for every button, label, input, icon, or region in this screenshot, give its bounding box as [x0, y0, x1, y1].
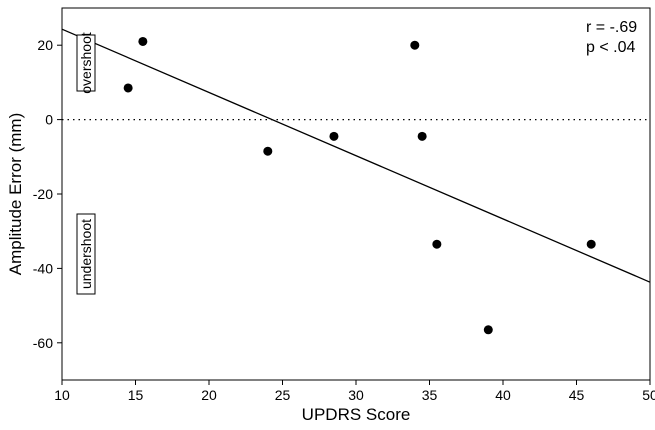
data-point [586, 239, 596, 249]
y-axis-label: Amplitude Error (mm) [6, 113, 25, 275]
data-point [123, 83, 133, 93]
x-axis-label: UPDRS Score [302, 405, 411, 424]
undershoot-box [76, 213, 96, 295]
data-point [410, 40, 420, 50]
y-tick-label: -20 [33, 186, 53, 202]
x-tick-label: 30 [348, 387, 364, 403]
data-point [432, 239, 442, 249]
x-tick-label: 10 [54, 387, 70, 403]
overshoot-label: overshoot [78, 32, 94, 94]
y-axis-ticks: 20 0 -20 -40 -60 [33, 37, 62, 351]
x-tick-label: 15 [128, 387, 144, 403]
x-tick-label: 35 [422, 387, 438, 403]
x-tick-label: 50 [642, 387, 655, 403]
y-tick-label: -60 [33, 335, 53, 351]
data-point [329, 131, 339, 141]
x-tick-label: 40 [495, 387, 511, 403]
plot-frame [61, 7, 651, 381]
y-tick-label: 20 [37, 37, 53, 53]
x-axis-ticks: 10 15 20 25 30 35 40 45 50 [54, 380, 655, 403]
data-point [138, 36, 148, 46]
x-tick-label: 20 [201, 387, 217, 403]
y-tick-label: 0 [45, 112, 53, 128]
correlation-r: r = -.69 [586, 19, 637, 36]
y-tick-label: -40 [33, 260, 53, 276]
data-point [263, 146, 273, 156]
overshoot-box [76, 34, 96, 92]
data-point [417, 131, 427, 141]
undershoot-label: undershoot [78, 219, 94, 289]
data-point [483, 325, 493, 335]
x-tick-label: 25 [275, 387, 291, 403]
data-points [123, 36, 596, 335]
regression-line [61, 28, 651, 283]
correlation-p: p < .04 [586, 39, 635, 56]
x-tick-label: 45 [569, 387, 585, 403]
